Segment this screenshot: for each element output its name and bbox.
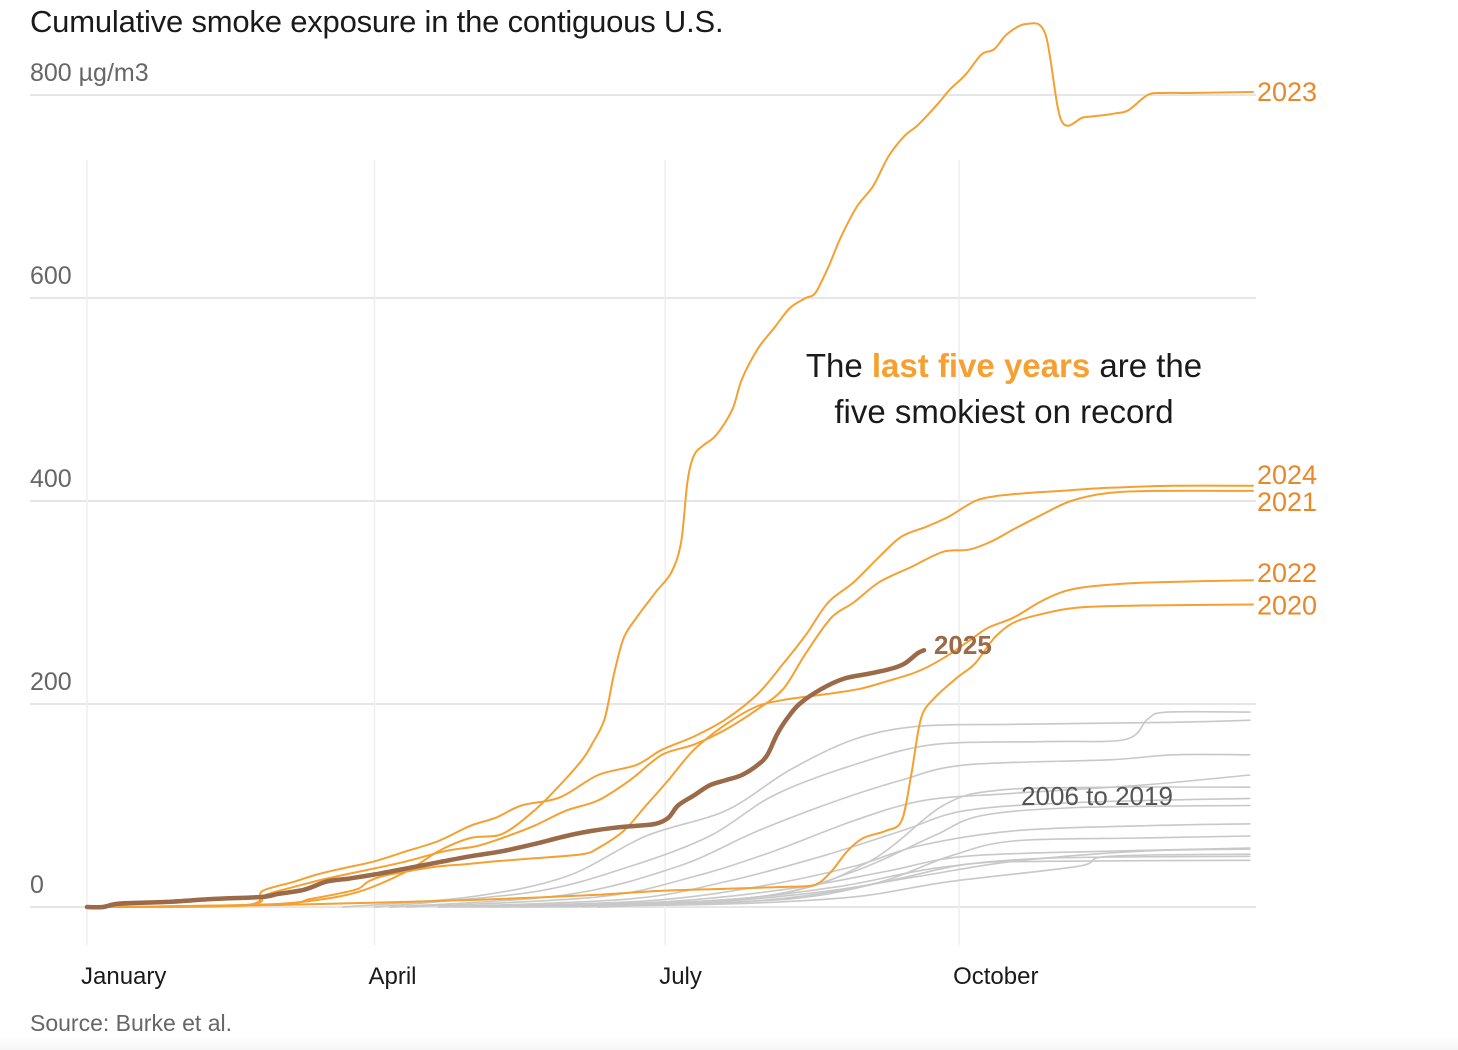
series-line-2022	[117, 579, 1254, 908]
y-tick-label: 800 µg/m3	[30, 59, 149, 87]
source-note: Source: Burke et al.	[30, 1010, 232, 1036]
series-label-2022: 2022	[1257, 558, 1317, 588]
series-line-2006-2019-n	[597, 859, 1251, 908]
series-label-2021: 2021	[1257, 487, 1317, 517]
series-line-2006-2019-e	[437, 797, 1251, 908]
series-line-2006-2019-a	[341, 719, 1251, 908]
series-line-2006-2019-f	[453, 823, 1251, 908]
y-axis: 0 200 400 600 800 µg/m3	[30, 59, 149, 899]
annotation-line-1: The last five years are the	[806, 347, 1202, 384]
series-line-2006-2019-c	[389, 753, 1251, 908]
series-label-2024: 2024	[1257, 460, 1317, 490]
y-tick-label: 200	[30, 668, 72, 696]
chart-title: Cumulative smoke exposure in the contigu…	[30, 4, 724, 39]
x-axis: January April July October	[81, 963, 1038, 990]
series-line-2006-2019-g	[469, 847, 1251, 908]
recent-series	[102, 22, 1254, 908]
annotation-highlight: last five years	[872, 347, 1090, 384]
series-line-2006-2019-m	[581, 786, 1251, 908]
series-label-2020: 2020	[1257, 591, 1317, 621]
historical-range-label: 2006 to 2019	[1021, 781, 1173, 811]
x-tick-label: April	[369, 963, 417, 990]
annotation-line-2: five smokiest on record	[834, 393, 1173, 430]
series-line-2024	[117, 484, 1254, 908]
series-line-2006-2019-b	[373, 710, 1251, 908]
x-tick-label: January	[81, 963, 166, 990]
annotation-suffix: are the	[1090, 347, 1202, 384]
y-tick-label: 0	[30, 871, 44, 899]
bottom-fade	[0, 1036, 1458, 1050]
series-line-2021	[117, 489, 1254, 908]
y-tick-label: 400	[30, 465, 72, 493]
current-series	[84, 647, 927, 910]
grid	[30, 94, 1256, 945]
x-tick-label: July	[659, 963, 702, 990]
y-tick-label: 600	[30, 262, 72, 290]
historical-series	[341, 710, 1251, 908]
series-line-2006-2019-h	[485, 848, 1251, 908]
series-line-2025	[84, 647, 927, 910]
series-line-2020	[102, 603, 1254, 908]
x-tick-label: October	[953, 963, 1038, 990]
series-label-2025: 2025	[934, 630, 992, 660]
series-label-2023: 2023	[1257, 77, 1317, 107]
annotation: The last five years are the five smokies…	[806, 347, 1202, 430]
series-line-2006-2019-j	[517, 853, 1251, 908]
annotation-prefix: The	[806, 347, 872, 384]
series-line-2023	[102, 22, 1254, 908]
